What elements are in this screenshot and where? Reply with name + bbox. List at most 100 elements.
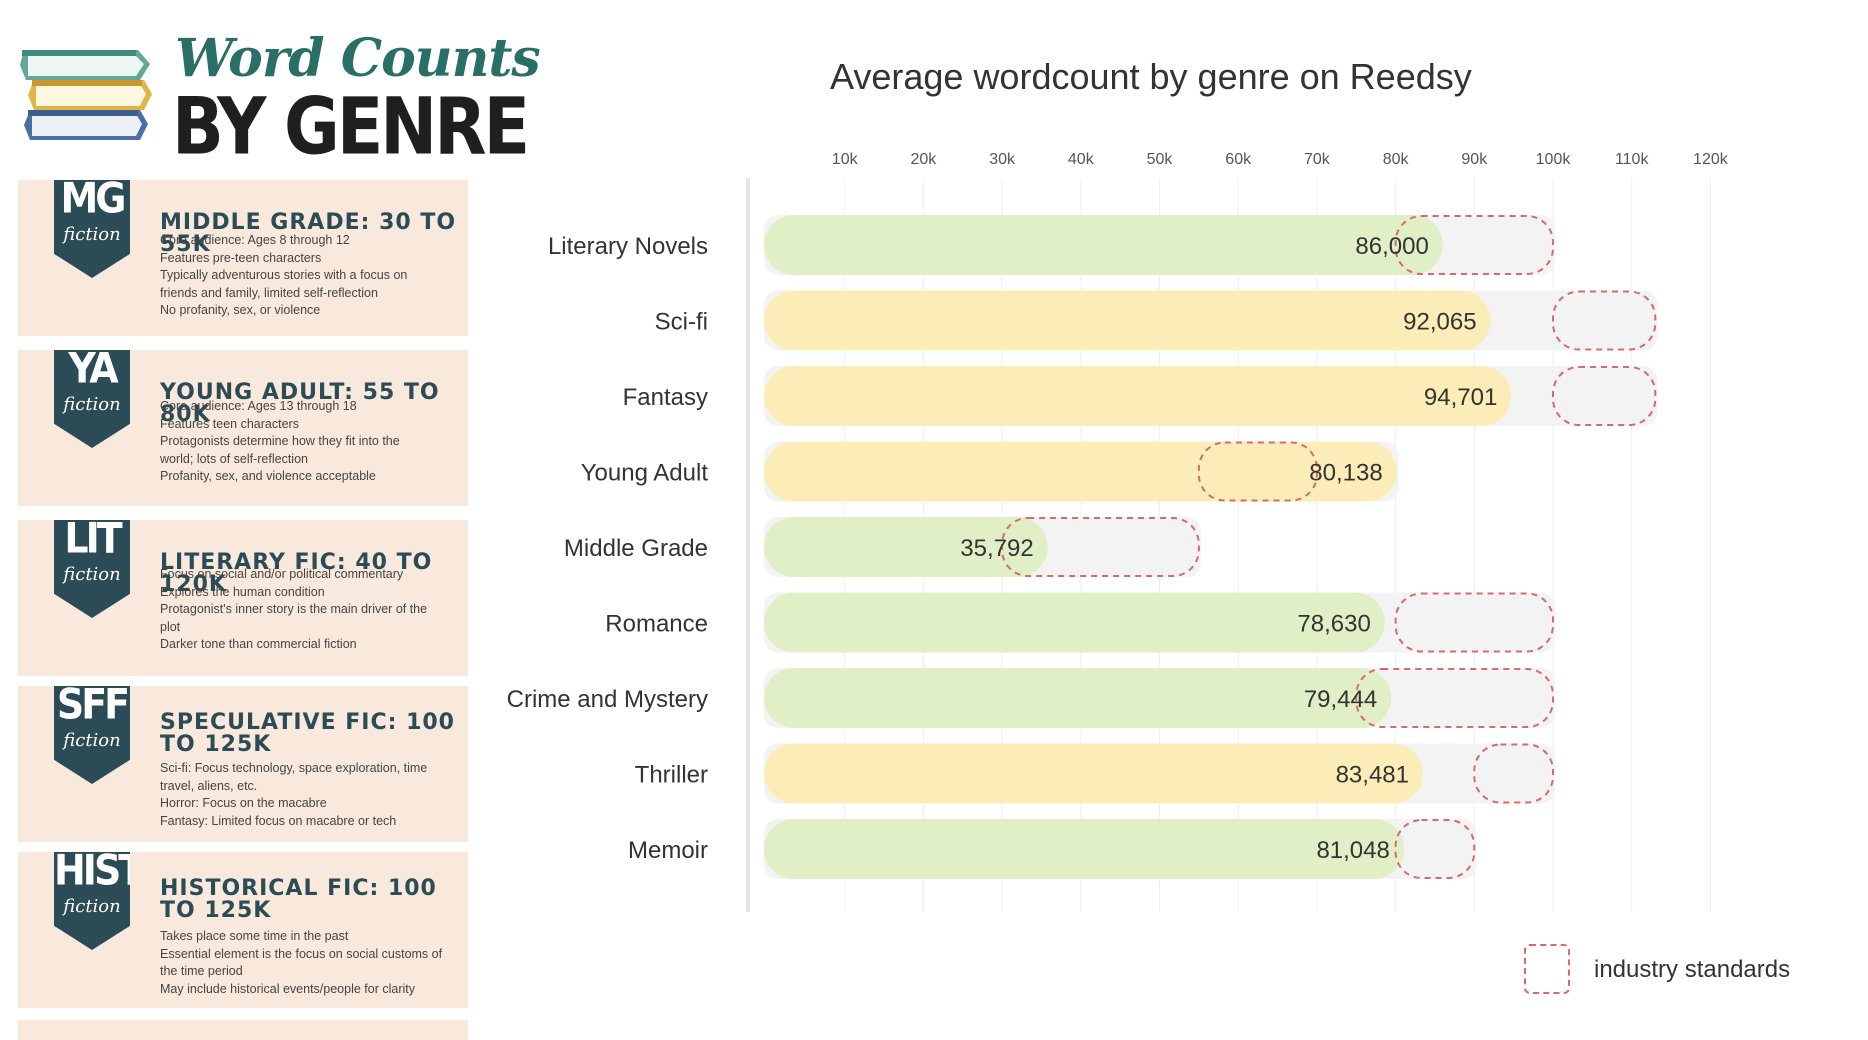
card-middle-grade: MG fiction MIDDLE GRADE: 30 TO 55K Core … [18, 180, 468, 336]
industry-standard-range [1394, 819, 1476, 879]
value-label: 78,630 [1297, 611, 1370, 638]
card-line: Features pre-teen characters [160, 250, 322, 265]
card-title: MIDDLE GRADE: 30 TO 55K [160, 210, 457, 257]
card-line: Focus on social and/or political comment… [160, 567, 404, 581]
card-historical: HIST fiction HISTORICAL FIC: 100 TO 125K… [18, 852, 468, 1008]
industry-standard-range [1473, 743, 1554, 804]
category-label: Fantasy [623, 384, 708, 411]
card-line: world; lots of self-reflection [160, 451, 308, 466]
x-tick-label: 40k [1068, 151, 1095, 168]
infographic-panel: Word Counts BY GENRE MG fiction MIDDLE G… [0, 0, 541, 1040]
ribbon-badge: YA fiction [54, 350, 130, 448]
card-description: Sci-fi: Focus technology, space explorat… [160, 760, 460, 830]
industry-standard-range [1197, 441, 1318, 502]
bar [764, 366, 1512, 426]
card-line: Protagonists determine how they fit into… [160, 434, 400, 448]
card-line: Features teen characters [160, 416, 299, 431]
card-line: No profanity, sex, or violence [160, 303, 321, 317]
card-title: HISTORICAL FIC: 100 TO 125K [160, 876, 437, 923]
value-label: 35,792 [960, 535, 1033, 562]
bar [764, 819, 1404, 879]
category-label: Romance [605, 611, 708, 638]
bar [764, 441, 1397, 502]
bar [764, 668, 1392, 728]
chart-area: Average wordcount by genre on Reedsy 10k… [480, 0, 1868, 1040]
category-label: Memoir [628, 837, 708, 864]
card-line: Protagonist's inner story is the main dr… [160, 602, 428, 616]
x-tick-label: 50k [1147, 151, 1174, 168]
card-speculative: SFF fiction SPECULATIVE FIC: 100 TO 125K… [18, 686, 468, 842]
card-literary: LIT fiction LITERARY FIC: 40 TO 120K Foc… [18, 520, 468, 676]
ribbon-badge: LIT fiction [54, 520, 130, 618]
value-label: 80,138 [1309, 460, 1382, 487]
bar [764, 592, 1385, 653]
card-line: Core audience: Ages 13 through 18 [160, 399, 357, 413]
card-description: Focus on social and/or political comment… [160, 566, 460, 654]
bar [764, 743, 1423, 804]
badge-sub: fiction [63, 394, 121, 415]
logo-script-text: Word Counts [175, 28, 541, 89]
badge-sub: fiction [63, 564, 121, 585]
badge-sub: fiction [63, 224, 121, 245]
x-tick-label: 70k [1304, 151, 1331, 168]
ribbon-badge: SFF fiction [54, 686, 130, 784]
category-label: Middle Grade [564, 535, 708, 562]
card-line: Typically adventurous stories with a foc… [160, 268, 408, 282]
books-icon [20, 50, 152, 140]
card-line: Horror: Focus on the macabre [160, 796, 327, 810]
value-label: 79,444 [1304, 686, 1377, 713]
card-line: Core audience: Ages 8 through 12 [160, 233, 350, 247]
category-label: Sci-fi [655, 309, 708, 336]
logo: Word Counts BY GENRE [10, 20, 541, 173]
industry-standard-range [1394, 592, 1554, 653]
badge-sub: fiction [63, 896, 121, 917]
x-tick-label: 120k [1693, 151, 1729, 168]
value-label: 81,048 [1316, 837, 1389, 864]
x-tick-label: 80k [1383, 151, 1410, 168]
x-tick-label: 30k [989, 151, 1016, 168]
card-line: Essential element is the focus on social… [160, 946, 443, 961]
card-title: SPECULATIVE FIC: 100 TO 125K [160, 710, 455, 757]
card-line: Darker tone than commercial fiction [160, 637, 357, 651]
card-title: LITERARY FIC: 40 TO 120K [160, 550, 433, 597]
x-tick-label: 60k [1225, 151, 1252, 168]
card-line: Explores the human condition [160, 584, 325, 599]
x-tick-label: 90k [1461, 151, 1488, 168]
bar-chart: 10k 20k 30k 40k 50k 60k 70k 80k 90k 100k 110k 120k L… [507, 151, 1729, 912]
legend-swatch [1524, 944, 1570, 994]
bar [764, 215, 1443, 275]
category-label: Literary Novels [548, 233, 708, 260]
logo-main-text: BY GENRE [172, 82, 530, 173]
badge-abbr: LIT [64, 520, 122, 563]
x-tick-label: 20k [911, 151, 938, 168]
value-label: 94,701 [1424, 384, 1497, 411]
ribbon-badge: MG fiction [54, 180, 130, 278]
x-tick-label: 110k [1615, 151, 1650, 168]
card-description: Core audience: Ages 8 through 12 Feature… [160, 232, 460, 320]
card-line: travel, aliens, etc. [160, 778, 258, 793]
card-description: Core audience: Ages 13 through 18 Featur… [160, 398, 460, 486]
bar [764, 517, 1048, 577]
x-tick-label: 10k [832, 151, 859, 168]
industry-standard-range [1552, 366, 1657, 426]
card-line: Profanity, sex, and violence acceptable [160, 469, 376, 483]
card-description: Takes place some time in the past Essent… [160, 928, 460, 998]
ribbon-badge: HIST fiction [54, 852, 130, 950]
category-label: Crime and Mystery [507, 686, 708, 713]
badge-abbr: MG [60, 180, 126, 223]
category-label: Thriller [635, 762, 708, 789]
card-line: Fantasy: Limited focus on macabre or tec… [160, 813, 397, 828]
bar [764, 290, 1491, 351]
x-tick-label: 100k [1536, 151, 1572, 168]
legend: industry standards [1524, 944, 1854, 996]
card-line: the time period [160, 964, 243, 978]
badge-abbr: SFF [56, 686, 130, 729]
card-young-adult: YA fiction YOUNG ADULT: 55 TO 80K Core a… [18, 350, 468, 506]
card-line: plot [160, 619, 181, 634]
industry-standard-range [1552, 290, 1657, 351]
value-label: 83,481 [1336, 762, 1409, 789]
value-label: 86,000 [1355, 233, 1428, 260]
card-line: Sci-fi: Focus technology, space explorat… [160, 761, 428, 775]
badge-abbr: YA [68, 350, 118, 393]
card-line: Takes place some time in the past [160, 929, 349, 943]
